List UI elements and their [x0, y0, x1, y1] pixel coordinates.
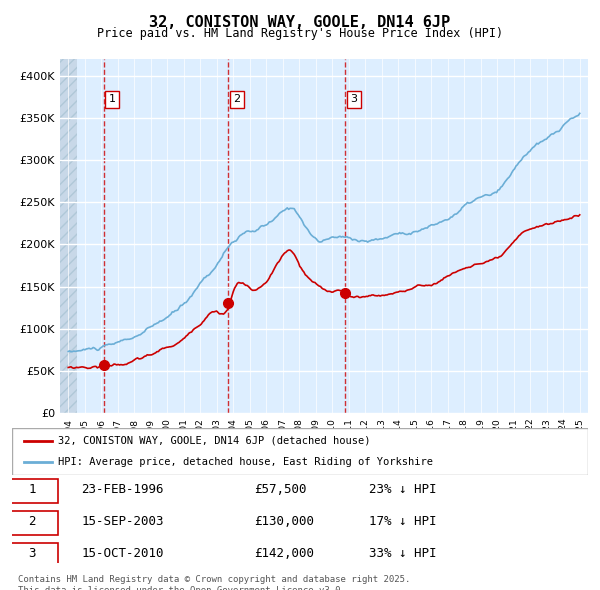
Text: 33% ↓ HPI: 33% ↓ HPI	[369, 547, 437, 560]
Text: 3: 3	[28, 547, 36, 560]
Text: Price paid vs. HM Land Registry's House Price Index (HPI): Price paid vs. HM Land Registry's House …	[97, 27, 503, 40]
Text: £57,500: £57,500	[254, 483, 307, 496]
Text: 1: 1	[28, 483, 36, 496]
Text: 17% ↓ HPI: 17% ↓ HPI	[369, 515, 437, 528]
Bar	[52, 59, 77, 413]
FancyBboxPatch shape	[6, 479, 58, 503]
Text: 15-SEP-2003: 15-SEP-2003	[81, 515, 164, 528]
FancyBboxPatch shape	[12, 428, 588, 475]
Text: 15-OCT-2010: 15-OCT-2010	[81, 547, 164, 560]
Text: £130,000: £130,000	[254, 515, 314, 528]
Text: 2: 2	[28, 515, 36, 528]
Text: 1: 1	[109, 94, 116, 104]
Text: 23% ↓ HPI: 23% ↓ HPI	[369, 483, 437, 496]
Text: 3: 3	[350, 94, 357, 104]
Text: £142,000: £142,000	[254, 547, 314, 560]
Text: 23-FEB-1996: 23-FEB-1996	[81, 483, 164, 496]
Text: 32, CONISTON WAY, GOOLE, DN14 6JP (detached house): 32, CONISTON WAY, GOOLE, DN14 6JP (detac…	[58, 436, 371, 446]
Text: Contains HM Land Registry data © Crown copyright and database right 2025.
This d: Contains HM Land Registry data © Crown c…	[18, 575, 410, 590]
Text: 32, CONISTON WAY, GOOLE, DN14 6JP: 32, CONISTON WAY, GOOLE, DN14 6JP	[149, 15, 451, 30]
Text: HPI: Average price, detached house, East Riding of Yorkshire: HPI: Average price, detached house, East…	[58, 457, 433, 467]
Text: 2: 2	[233, 94, 241, 104]
FancyBboxPatch shape	[6, 512, 58, 535]
FancyBboxPatch shape	[6, 543, 58, 567]
